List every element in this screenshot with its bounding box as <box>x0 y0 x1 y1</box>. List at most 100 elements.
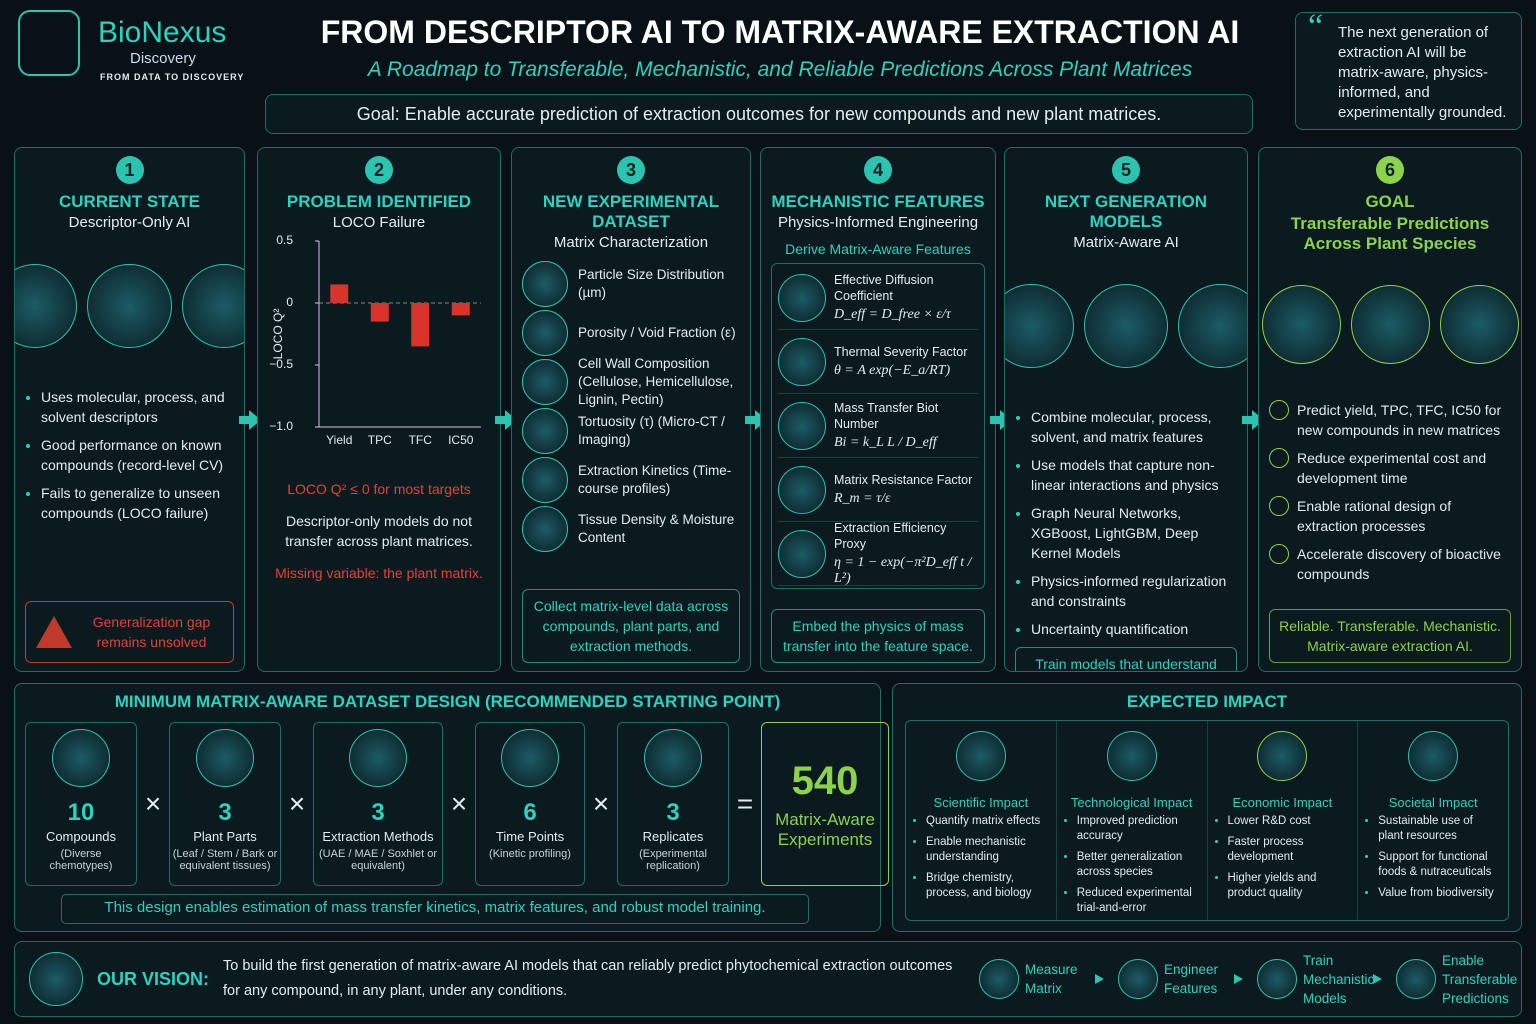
bullet-list: Combine molecular, process, solvent, and… <box>1015 407 1237 647</box>
step-title: PROBLEM IDENTIFIED <box>286 192 472 211</box>
feature-text: Matrix Resistance Factor R_m = τ/ε <box>834 472 972 507</box>
factor-label: Extraction Methods <box>322 829 434 844</box>
impact-column-title: Scientific Impact <box>933 795 1029 810</box>
icon <box>1350 284 1430 364</box>
icon-row <box>15 231 244 381</box>
impact-columns: Scientific Impact Quantify matrix effects… <box>905 720 1509 921</box>
step-number: 1 <box>115 156 144 184</box>
factor-icon <box>501 729 559 787</box>
feature-icon <box>778 401 826 450</box>
impact-column-title: Economic Impact <box>1232 795 1333 810</box>
impact-item: Value from biodiversity <box>1378 886 1500 901</box>
footer-text: Embed the physics of mass transfer into … <box>783 618 973 654</box>
impact-column-title: Societal Impact <box>1388 795 1478 810</box>
factor-detail: (Experimental replication) <box>639 848 707 872</box>
impact-item: Faster process development <box>1228 835 1350 865</box>
impact-item: Improved prediction accuracy <box>1077 814 1199 844</box>
step-footer: Reliable. Transferable. Mechanistic. Mat… <box>1269 609 1511 663</box>
bullet: Good performance on known compounds (rec… <box>41 435 234 475</box>
feature-icon <box>778 337 826 386</box>
factor-icon <box>349 729 407 787</box>
feature-formula: D_eff = D_free × ε/τ <box>834 307 951 322</box>
arrow-head <box>1242 410 1264 430</box>
item-icon <box>522 309 568 356</box>
total-label: Matrix-Aware Experiments <box>775 809 875 849</box>
step-title: GOAL <box>1365 192 1415 211</box>
step-icon <box>1118 959 1159 999</box>
bullet: Uncertainty quantification <box>1031 619 1237 639</box>
factor-label: Compounds <box>45 829 117 844</box>
item-text: Porosity / Void Fraction (ε) <box>578 324 736 340</box>
feature-icon <box>778 465 826 514</box>
arrow <box>495 410 517 430</box>
feature-formula: R_m = τ/ε <box>834 491 891 506</box>
icon-row <box>1261 254 1519 394</box>
characterization-item: Particle Size Distribution (µm) <box>522 259 740 308</box>
bullet: Enable rational design of extraction pro… <box>1269 496 1511 536</box>
bar <box>411 303 430 347</box>
feature-name: Effective Diffusion Coefficient <box>834 273 934 303</box>
feature-text: Mass Transfer Biot Number Bi = k_L L / D_… <box>834 400 978 451</box>
impact-column: Societal Impact Sustainable use of plant … <box>1357 721 1508 920</box>
icon <box>1261 284 1341 364</box>
arrow <box>1242 410 1264 430</box>
factor-icon <box>196 729 254 787</box>
characterization-item: Porosity / Void Fraction (ε) <box>522 308 740 357</box>
feature-item: Effective Diffusion Coefficient D_eff = D… <box>778 266 978 330</box>
step-title: NEW EXPERIMENTAL DATASET <box>542 192 720 231</box>
bullet-text: Uses molecular, process, and solvent des… <box>41 389 225 425</box>
bullet: Predict yield, TPC, TFC, IC50 for new co… <box>1269 400 1511 440</box>
bullet-text: Good performance on known compounds (rec… <box>41 437 224 473</box>
bullet: Use models that capture non-linear inter… <box>1031 455 1237 495</box>
factor-box: 3 Plant Parts (Leaf / Stem / Bark or equiv… <box>169 722 281 886</box>
factor-box: 3 Replicates (Experimental replication) <box>617 722 729 886</box>
quote: “ The next generation of extraction AI wi… <box>1295 10 1522 130</box>
bullet-text: Physics-informed regularization and cons… <box>1031 573 1227 609</box>
problem-text: Descriptor-only models do not transfer a… <box>285 513 473 549</box>
impact-icon <box>955 731 1006 781</box>
step-footer: Collect matrix-level data across compoun… <box>522 589 740 663</box>
title: FROM DESCRIPTOR AI TO MATRIX-AWARE EXTRA… <box>320 14 1240 50</box>
arrow <box>239 410 261 430</box>
impact-list: Sustainable use of plant resources Suppor… <box>1366 814 1500 907</box>
step-subtitle: Matrix Characterization <box>553 234 709 251</box>
icon <box>15 263 78 349</box>
step-arrow <box>1373 974 1383 984</box>
item-icon <box>522 456 568 503</box>
factor-detail: (Kinetic profiling) <box>489 848 571 860</box>
impact-item: Sustainable use of plant resources <box>1378 814 1500 844</box>
warning-icon <box>36 616 72 648</box>
y-tick-label: −1.0 <box>269 419 293 433</box>
impact-item: Better generalization across species <box>1077 850 1199 880</box>
step-label: Measure Matrix <box>1025 962 1078 996</box>
step-panel: 2 PROBLEM IDENTIFIED LOCO Failure 0.5 0 −0.5 −… <box>257 147 501 672</box>
logo-name: BioNexus <box>98 16 227 49</box>
feature-text: Thermal Severity Factor θ = A exp(−E_a/RT… <box>834 344 967 379</box>
impact-panel: EXPECTED IMPACT Scientific Impact Quantify… <box>892 683 1522 932</box>
bar <box>451 303 470 316</box>
footer-text: Train models that understand both the ch… <box>1035 656 1217 672</box>
step-number: 5 <box>1112 156 1140 184</box>
arrow <box>745 410 767 430</box>
bullet-text: Uncertainty quantification <box>1031 621 1189 637</box>
missing-variable: Missing variable: the plant matrix. <box>275 565 483 581</box>
arrow-head <box>745 410 767 430</box>
factor-count: 3 <box>218 799 232 826</box>
factor-label: Plant Parts <box>193 829 257 844</box>
bullet: Physics-informed regularization and cons… <box>1031 571 1237 611</box>
item-text: Tortuosity (τ) (Micro-CT / Imaging) <box>578 413 725 447</box>
bullet: Reduce experimental cost and development… <box>1269 448 1511 488</box>
arrow-head <box>495 410 517 430</box>
footer-text: Reliable. Transferable. Mechanistic. Mat… <box>1279 618 1501 654</box>
feature-icon <box>778 273 826 322</box>
feature-item: Thermal Severity Factor θ = A exp(−E_a/RT… <box>778 330 978 394</box>
feature-name: Thermal Severity Factor <box>834 345 968 359</box>
bullet-text: Fails to generalize to unseen compounds … <box>41 485 220 521</box>
step-subtitle: Transferable Predictions Across Plant Sp… <box>1290 214 1490 253</box>
step-icon <box>1257 959 1298 999</box>
y-tick-label: 0.5 <box>276 233 293 247</box>
step-icon <box>1396 959 1437 999</box>
check-icon <box>1269 448 1289 468</box>
step-title: NEXT GENERATION MODELS <box>1044 192 1208 231</box>
goal: Goal: Enable accurate prediction of extr… <box>265 94 1253 134</box>
